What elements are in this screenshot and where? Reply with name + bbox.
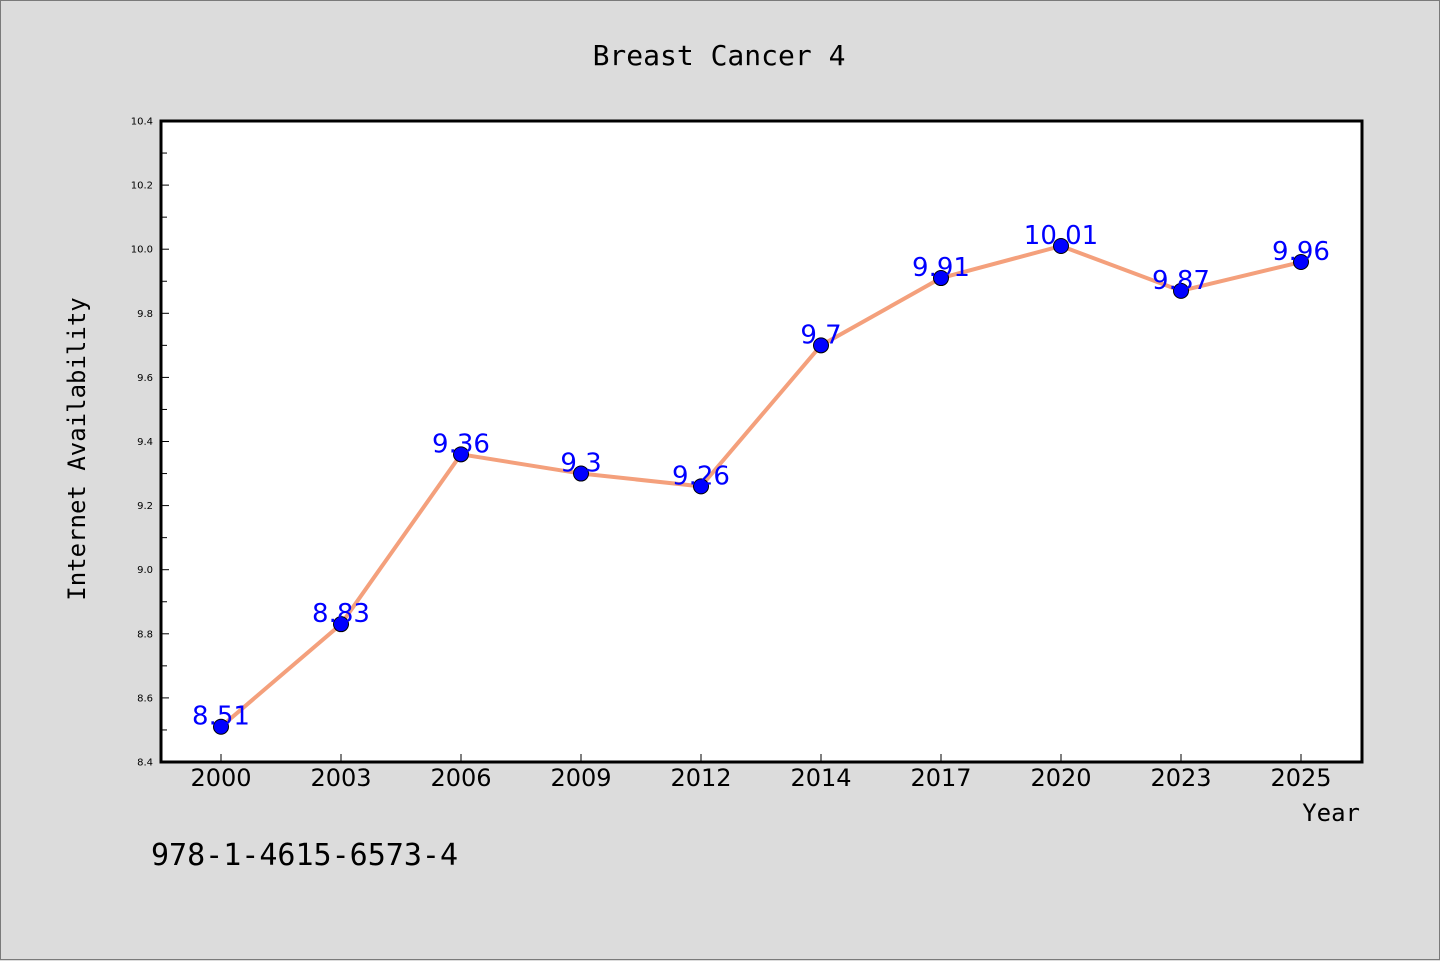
data-label: 9.91 bbox=[912, 253, 970, 283]
chart-title: Breast Cancer 4 bbox=[593, 39, 846, 72]
plot-area bbox=[159, 119, 1364, 764]
x-tick-label: 2023 bbox=[1150, 764, 1211, 792]
y-tick-label: 10.0 bbox=[131, 245, 153, 256]
x-axis: 2000 2003 2006 2009 2012 2014 2017 2020 2023 2025 bbox=[190, 754, 1332, 792]
y-tick-label: 9.2 bbox=[137, 501, 153, 512]
data-point-marker bbox=[693, 478, 709, 495]
y-tick-label: 10.2 bbox=[131, 181, 153, 192]
data-point-marker bbox=[333, 616, 349, 633]
x-tick-label: 2025 bbox=[1270, 764, 1331, 792]
data-label: 9.87 bbox=[1152, 266, 1210, 296]
data-label: 8.83 bbox=[312, 599, 370, 629]
data-label: 8.51 bbox=[192, 702, 250, 732]
data-label: 10.01 bbox=[1024, 221, 1098, 251]
y-tick-label: 10.4 bbox=[131, 117, 153, 128]
y-tick-label: 9.0 bbox=[137, 565, 153, 576]
x-tick-label: 2006 bbox=[430, 764, 491, 792]
data-label: 9.26 bbox=[672, 461, 730, 491]
data-point-marker bbox=[453, 446, 469, 463]
data-label: 9.36 bbox=[432, 429, 490, 459]
data-point-marker bbox=[933, 270, 949, 287]
data-point-marker bbox=[813, 337, 829, 354]
data-point-marker bbox=[573, 465, 589, 482]
y-tick-label: 8.4 bbox=[137, 758, 153, 769]
y-axis-label: Internet Availability bbox=[63, 297, 91, 600]
data-point-marker bbox=[1173, 282, 1189, 299]
series-line bbox=[219, 243, 1302, 729]
x-tick-label: 2012 bbox=[670, 764, 731, 792]
data-point-marker bbox=[213, 718, 229, 735]
y-tick-label: 9.8 bbox=[137, 309, 153, 320]
data-point-marker bbox=[1053, 237, 1069, 254]
data-point-marker bbox=[1293, 254, 1309, 271]
y-tick-label: 8.8 bbox=[137, 629, 153, 640]
x-tick-label: 2014 bbox=[790, 764, 851, 792]
series-group: 8.51 8.83 9.36 9.3 9.26 9.7 9.91 10.01 9.87 9.96 bbox=[192, 221, 1330, 735]
x-axis-label: Year bbox=[1302, 799, 1360, 827]
y-tick-label: 8.6 bbox=[137, 693, 153, 704]
isbn-footer-text: 978-1-4615-6573-4 bbox=[151, 838, 458, 873]
x-tick-label: 2003 bbox=[310, 764, 371, 792]
y-tick-label: 9.4 bbox=[137, 437, 153, 448]
x-tick-label: 2000 bbox=[190, 764, 251, 792]
data-label: 9.7 bbox=[800, 320, 841, 350]
x-tick-label: 2009 bbox=[550, 764, 611, 792]
data-label: 9.96 bbox=[1272, 237, 1330, 267]
y-axis: 8.4 8.6 8.8 9.0 9.2 9.4 9.6 9.8 10.0 10.2 10.4 bbox=[131, 117, 169, 769]
x-tick-label: 2017 bbox=[910, 764, 971, 792]
data-label: 9.3 bbox=[560, 449, 601, 479]
x-tick-label: 2020 bbox=[1030, 764, 1091, 792]
y-tick-label: 9.6 bbox=[137, 373, 153, 384]
